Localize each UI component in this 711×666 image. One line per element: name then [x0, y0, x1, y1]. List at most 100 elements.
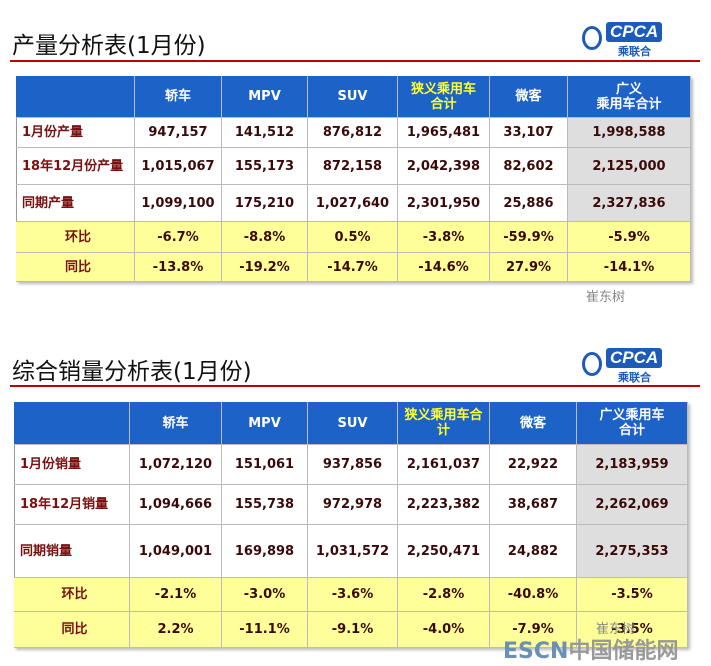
- data-cell: -59.9%: [490, 222, 568, 253]
- data-cell: 2,183,959: [577, 445, 688, 485]
- data-cell: 141,512: [222, 118, 308, 148]
- data-cell: -3.6%: [308, 578, 398, 612]
- data-cell: -2.8%: [398, 578, 490, 612]
- column-header: 广义乘用车 合计: [577, 402, 688, 445]
- row-label: 1月份产量: [16, 118, 135, 148]
- data-cell: 1,049,001: [130, 525, 222, 578]
- data-cell: 22,922: [490, 445, 577, 485]
- column-header: 狭义乘用车合 计: [398, 402, 490, 445]
- data-cell: -13.8%: [135, 253, 222, 282]
- data-cell: -3.5%: [577, 578, 688, 612]
- data-cell: 2,161,037: [398, 445, 490, 485]
- data-cell: 25,886: [490, 185, 568, 222]
- row-label: 同比: [16, 253, 135, 282]
- column-header: 微客: [490, 76, 568, 118]
- data-cell: 937,856: [308, 445, 398, 485]
- data-cell: 2,042,398: [398, 148, 490, 185]
- header-cell: [16, 76, 135, 118]
- data-cell: -40.8%: [490, 578, 577, 612]
- data-cell: 2.2%: [130, 612, 222, 648]
- data-cell: 1,031,572: [308, 525, 398, 578]
- row-label: 环比: [16, 222, 135, 253]
- data-cell: 1,027,640: [308, 185, 398, 222]
- data-cell: -14.1%: [568, 253, 691, 282]
- data-cell: 82,602: [490, 148, 568, 185]
- column-header: MPV: [222, 76, 308, 118]
- title-rule: [10, 385, 700, 387]
- data-cell: 1,072,120: [130, 445, 222, 485]
- column-header: 轿车: [135, 76, 222, 118]
- watermark: 崔东树: [586, 290, 626, 305]
- data-cell: -9.1%: [308, 612, 398, 648]
- watermark: 崔东树: [596, 622, 636, 637]
- data-cell: 1,099,100: [135, 185, 222, 222]
- data-cell: 2,327,836: [568, 185, 691, 222]
- row-label: 18年12月销量: [14, 485, 130, 525]
- data-cell: -4.0%: [398, 612, 490, 648]
- column-header: SUV: [308, 402, 398, 445]
- data-cell: 1,998,588: [568, 118, 691, 148]
- data-cell: 872,158: [308, 148, 398, 185]
- column-header: 轿车: [130, 402, 222, 445]
- data-cell: 1,015,067: [135, 148, 222, 185]
- data-cell: 972,978: [308, 485, 398, 525]
- logo-mark: [582, 26, 602, 50]
- data-cell: -11.1%: [222, 612, 308, 648]
- data-cell: 2,223,382: [398, 485, 490, 525]
- data-cell: -6.7%: [135, 222, 222, 253]
- data-cell: -8.8%: [222, 222, 308, 253]
- data-cell: 27.9%: [490, 253, 568, 282]
- logo-mark: [582, 352, 602, 376]
- data-cell: 175,210: [222, 185, 308, 222]
- data-cell: 24,882: [490, 525, 577, 578]
- column-header: 广义 乘用车合计: [568, 76, 691, 118]
- row-label: 18年12月份产量: [16, 148, 135, 185]
- data-cell: -14.6%: [398, 253, 490, 282]
- row-label: 同比: [14, 612, 130, 648]
- data-cell: 947,157: [135, 118, 222, 148]
- data-cell: -7.9%: [490, 612, 577, 648]
- data-cell: 155,173: [222, 148, 308, 185]
- data-cell: 876,812: [308, 118, 398, 148]
- data-cell: 2,125,000: [568, 148, 691, 185]
- logo-subtext: 乘联合: [618, 371, 651, 384]
- site-watermark: ESCN中国储能网: [503, 633, 678, 665]
- data-cell: 169,898: [222, 525, 308, 578]
- site-prefix: ESCN: [503, 639, 569, 664]
- section-title: 综合销量分析表(1月份): [12, 359, 252, 385]
- row-label: 1月份销量: [14, 445, 130, 485]
- title-rule: [10, 60, 700, 62]
- row-label: 同期销量: [14, 525, 130, 578]
- site-name: 中国储能网: [568, 639, 679, 664]
- data-cell: 155,738: [222, 485, 308, 525]
- data-cell: -14.7%: [308, 253, 398, 282]
- data-cell: 1,094,666: [130, 485, 222, 525]
- column-header: MPV: [222, 402, 308, 445]
- data-cell: -19.2%: [222, 253, 308, 282]
- data-cell: -3.5%: [577, 612, 688, 648]
- logo-text: CPCA: [606, 22, 663, 42]
- data-cell: -3.0%: [222, 578, 308, 612]
- data-cell: 38,687: [490, 485, 577, 525]
- data-cell: 2,275,353: [577, 525, 688, 578]
- section-title: 产量分析表(1月份): [12, 33, 206, 59]
- logo-text: CPCA: [606, 348, 663, 368]
- column-header: 狭义乘用车 合计: [398, 76, 490, 118]
- data-cell: 2,301,950: [398, 185, 490, 222]
- header-cell: [14, 402, 130, 445]
- data-cell: -5.9%: [568, 222, 691, 253]
- row-label: 环比: [14, 578, 130, 612]
- data-cell: 33,107: [490, 118, 568, 148]
- column-header: SUV: [308, 76, 398, 118]
- row-label: 同期产量: [16, 185, 135, 222]
- data-cell: 0.5%: [308, 222, 398, 253]
- data-cell: -2.1%: [130, 578, 222, 612]
- data-cell: 2,262,069: [577, 485, 688, 525]
- column-header: 微客: [490, 402, 577, 445]
- data-cell: 2,250,471: [398, 525, 490, 578]
- logo-subtext: 乘联合: [618, 45, 651, 58]
- data-cell: -3.8%: [398, 222, 490, 253]
- data-cell: 151,061: [222, 445, 308, 485]
- data-cell: 1,965,481: [398, 118, 490, 148]
